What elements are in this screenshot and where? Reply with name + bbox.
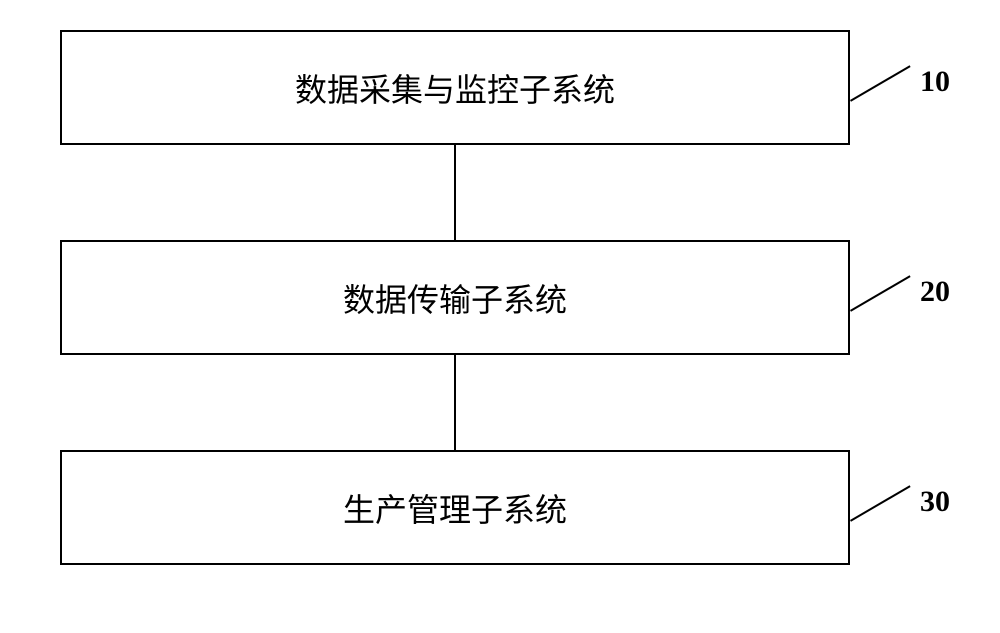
callout-text: 10 [920, 65, 950, 98]
node-label: 生产管理子系统 [343, 485, 567, 531]
callout-text: 20 [920, 275, 950, 308]
callout-label: 10 [920, 65, 950, 99]
callout-label: 20 [920, 275, 950, 309]
connector-line [454, 145, 456, 240]
callout-line [850, 65, 911, 102]
callout-line [850, 275, 911, 312]
node-label: 数据采集与监控子系统 [295, 65, 615, 111]
callout-label: 30 [920, 485, 950, 519]
node-data-transmission: 数据传输子系统 [60, 240, 850, 355]
node-data-acquisition: 数据采集与监控子系统 [60, 30, 850, 145]
callout-line [850, 485, 911, 522]
system-flowchart: 数据采集与监控子系统 数据传输子系统 生产管理子系统 10 20 30 [0, 0, 1000, 633]
callout-text: 30 [920, 485, 950, 518]
connector-line [454, 355, 456, 450]
node-label: 数据传输子系统 [343, 275, 567, 321]
node-production-management: 生产管理子系统 [60, 450, 850, 565]
